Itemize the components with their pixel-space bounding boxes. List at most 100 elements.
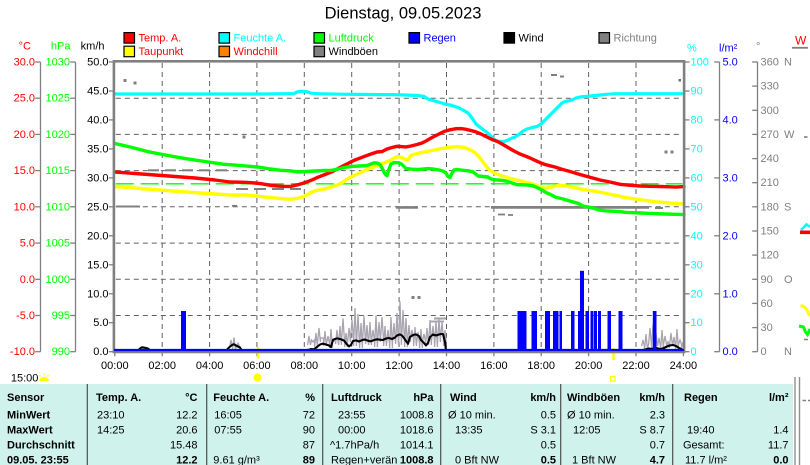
svg-text:90: 90 bbox=[761, 274, 773, 286]
svg-text:16:00: 16:00 bbox=[480, 360, 508, 372]
svg-text:Richtung: Richtung bbox=[614, 32, 657, 44]
svg-text:12:05: 12:05 bbox=[573, 424, 601, 436]
svg-text:240: 240 bbox=[761, 153, 779, 165]
svg-text:20.0: 20.0 bbox=[14, 129, 35, 141]
svg-text:20:00: 20:00 bbox=[575, 360, 603, 372]
svg-text:-10.0: -10.0 bbox=[10, 346, 35, 358]
svg-text:0.0: 0.0 bbox=[773, 454, 788, 465]
svg-text:270: 270 bbox=[761, 129, 779, 141]
svg-text:19:40: 19:40 bbox=[687, 424, 715, 436]
svg-text:12.2: 12.2 bbox=[176, 454, 197, 465]
svg-text:Regen+verän: Regen+verän bbox=[331, 454, 397, 465]
svg-text:300: 300 bbox=[761, 105, 779, 117]
svg-text:90: 90 bbox=[303, 424, 315, 436]
svg-text:13:35: 13:35 bbox=[455, 424, 483, 436]
svg-text:1008.8: 1008.8 bbox=[400, 409, 434, 421]
svg-text:°C: °C bbox=[185, 392, 197, 404]
svg-text:45.0: 45.0 bbox=[87, 86, 108, 98]
svg-text:20: 20 bbox=[691, 288, 703, 300]
svg-text:Taupunkt: Taupunkt bbox=[139, 46, 184, 58]
svg-text:Windböen: Windböen bbox=[329, 46, 379, 58]
svg-text:11.7: 11.7 bbox=[768, 439, 789, 451]
svg-text:1008.8: 1008.8 bbox=[400, 454, 434, 465]
svg-text:1018.6: 1018.6 bbox=[400, 424, 434, 436]
svg-text:00:00: 00:00 bbox=[338, 424, 366, 436]
svg-text:Ø 10 min.: Ø 10 min. bbox=[567, 409, 615, 421]
svg-text:00:00: 00:00 bbox=[101, 360, 129, 372]
svg-text:04:00: 04:00 bbox=[196, 360, 224, 372]
svg-text:07:55: 07:55 bbox=[214, 424, 242, 436]
svg-text:30: 30 bbox=[761, 322, 773, 334]
svg-text:Feuchte A.: Feuchte A. bbox=[213, 392, 269, 404]
svg-text:1 Bft NW: 1 Bft NW bbox=[572, 454, 617, 465]
svg-text:1.4: 1.4 bbox=[773, 424, 788, 436]
svg-text:30.0: 30.0 bbox=[87, 172, 108, 184]
svg-text:0 Bft NW: 0 Bft NW bbox=[455, 454, 500, 465]
svg-text:09.05. 23:55: 09.05. 23:55 bbox=[7, 454, 69, 465]
svg-text:11.7 l/m²: 11.7 l/m² bbox=[685, 454, 727, 465]
svg-text:40: 40 bbox=[691, 230, 703, 242]
svg-text:Feuchte A.: Feuchte A. bbox=[234, 32, 287, 44]
svg-text:180: 180 bbox=[761, 201, 779, 213]
svg-text:1025: 1025 bbox=[46, 93, 70, 105]
svg-text:Regen: Regen bbox=[424, 32, 456, 44]
svg-text:14:25: 14:25 bbox=[97, 424, 125, 436]
svg-text:5.0: 5.0 bbox=[20, 238, 35, 250]
svg-text:25.0: 25.0 bbox=[14, 93, 35, 105]
svg-text:0.0: 0.0 bbox=[93, 346, 108, 358]
svg-text:O: O bbox=[784, 274, 793, 286]
svg-text:1000: 1000 bbox=[46, 274, 70, 286]
svg-text:km/h: km/h bbox=[639, 392, 665, 404]
svg-text:995: 995 bbox=[52, 310, 70, 322]
svg-text:5.0: 5.0 bbox=[723, 57, 738, 69]
svg-text:23:10: 23:10 bbox=[97, 409, 125, 421]
svg-text:N: N bbox=[784, 57, 792, 69]
svg-text:4.0: 4.0 bbox=[723, 114, 738, 126]
svg-text:15.0: 15.0 bbox=[14, 165, 35, 177]
svg-text:80: 80 bbox=[691, 114, 703, 126]
svg-text:120: 120 bbox=[761, 250, 779, 262]
svg-text:02:00: 02:00 bbox=[148, 360, 176, 372]
svg-text:0: 0 bbox=[761, 346, 767, 358]
svg-text:2.0: 2.0 bbox=[723, 230, 738, 242]
svg-text:14:00: 14:00 bbox=[433, 360, 461, 372]
svg-text:0.5: 0.5 bbox=[541, 439, 556, 451]
svg-text:S 3.1: S 3.1 bbox=[530, 424, 556, 436]
svg-text:1010: 1010 bbox=[46, 201, 70, 213]
svg-text:Regen: Regen bbox=[684, 392, 718, 404]
svg-text:1015: 1015 bbox=[46, 165, 70, 177]
svg-text:Dienstag, 09.05.2023: Dienstag, 09.05.2023 bbox=[325, 4, 482, 22]
svg-text:15:00: 15:00 bbox=[11, 373, 39, 385]
svg-text:S 8.7: S 8.7 bbox=[639, 424, 665, 436]
svg-text:l/m²: l/m² bbox=[719, 43, 738, 55]
svg-text:°: ° bbox=[756, 41, 760, 53]
svg-text:W: W bbox=[784, 129, 795, 141]
svg-text:20.6: 20.6 bbox=[176, 424, 197, 436]
svg-text:0.5: 0.5 bbox=[541, 454, 556, 465]
svg-text:40.0: 40.0 bbox=[87, 114, 108, 126]
svg-text:Windchill: Windchill bbox=[234, 46, 278, 58]
svg-text:MinWert: MinWert bbox=[7, 409, 51, 421]
svg-text:15.0: 15.0 bbox=[87, 259, 108, 271]
svg-text:S: S bbox=[784, 201, 791, 213]
svg-text:9.61 g/m³: 9.61 g/m³ bbox=[213, 454, 260, 465]
svg-text:330: 330 bbox=[761, 81, 779, 93]
svg-text:0.0: 0.0 bbox=[723, 346, 738, 358]
svg-text:Wind: Wind bbox=[519, 32, 544, 44]
svg-text:hPa: hPa bbox=[51, 41, 71, 53]
svg-text:Windböen: Windböen bbox=[567, 392, 620, 404]
svg-text:18:00: 18:00 bbox=[527, 360, 555, 372]
svg-text:15.48: 15.48 bbox=[170, 439, 198, 451]
svg-text:08:00: 08:00 bbox=[291, 360, 319, 372]
svg-text:150: 150 bbox=[761, 226, 779, 238]
svg-text:0: 0 bbox=[691, 346, 697, 358]
svg-text:60: 60 bbox=[761, 298, 773, 310]
svg-text:06:00: 06:00 bbox=[243, 360, 271, 372]
svg-text:89: 89 bbox=[303, 454, 315, 465]
svg-text:50: 50 bbox=[691, 201, 703, 213]
svg-text:20.0: 20.0 bbox=[87, 230, 108, 242]
svg-text:10: 10 bbox=[691, 317, 703, 329]
svg-text:0.5: 0.5 bbox=[541, 409, 556, 421]
svg-text:3.0: 3.0 bbox=[723, 172, 738, 184]
svg-text:Temp. A.: Temp. A. bbox=[96, 392, 141, 404]
